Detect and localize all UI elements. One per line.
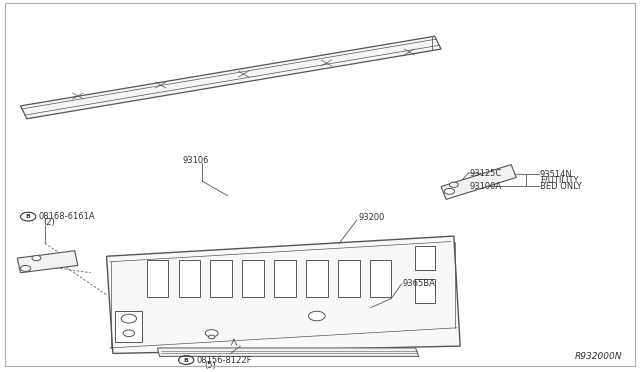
Circle shape	[444, 189, 454, 194]
Text: B: B	[184, 357, 189, 363]
Polygon shape	[20, 36, 441, 119]
Polygon shape	[179, 260, 200, 296]
Text: BED ONLY: BED ONLY	[540, 182, 582, 191]
Text: 9365BA: 9365BA	[403, 279, 436, 288]
Text: (2): (2)	[43, 218, 54, 227]
Text: F/UTILITY: F/UTILITY	[540, 176, 579, 185]
Text: R932000N: R932000N	[575, 352, 623, 361]
Polygon shape	[157, 348, 419, 356]
Text: 08168-6161A: 08168-6161A	[38, 212, 95, 221]
Text: 93514N: 93514N	[540, 170, 573, 179]
Circle shape	[121, 314, 136, 323]
Polygon shape	[306, 260, 328, 296]
Polygon shape	[243, 260, 264, 296]
Polygon shape	[370, 260, 392, 296]
Polygon shape	[415, 279, 435, 303]
Text: 93125C: 93125C	[470, 169, 502, 177]
Circle shape	[205, 330, 218, 337]
Text: 08156-8122F: 08156-8122F	[196, 356, 252, 365]
Polygon shape	[441, 164, 516, 199]
Polygon shape	[147, 260, 168, 296]
Circle shape	[20, 266, 31, 271]
Polygon shape	[17, 251, 78, 273]
Polygon shape	[115, 311, 141, 343]
Text: 93106: 93106	[183, 156, 209, 166]
Polygon shape	[106, 236, 460, 353]
Circle shape	[32, 256, 41, 261]
Text: 93100A: 93100A	[470, 182, 502, 191]
Text: 93200: 93200	[358, 213, 385, 222]
Polygon shape	[338, 260, 360, 296]
Polygon shape	[211, 260, 232, 296]
Circle shape	[308, 311, 325, 321]
Text: B: B	[26, 214, 31, 219]
Text: (5): (5)	[204, 361, 216, 370]
Polygon shape	[274, 260, 296, 296]
Circle shape	[209, 335, 215, 339]
Circle shape	[449, 182, 458, 187]
Circle shape	[123, 330, 134, 337]
Polygon shape	[415, 246, 435, 270]
